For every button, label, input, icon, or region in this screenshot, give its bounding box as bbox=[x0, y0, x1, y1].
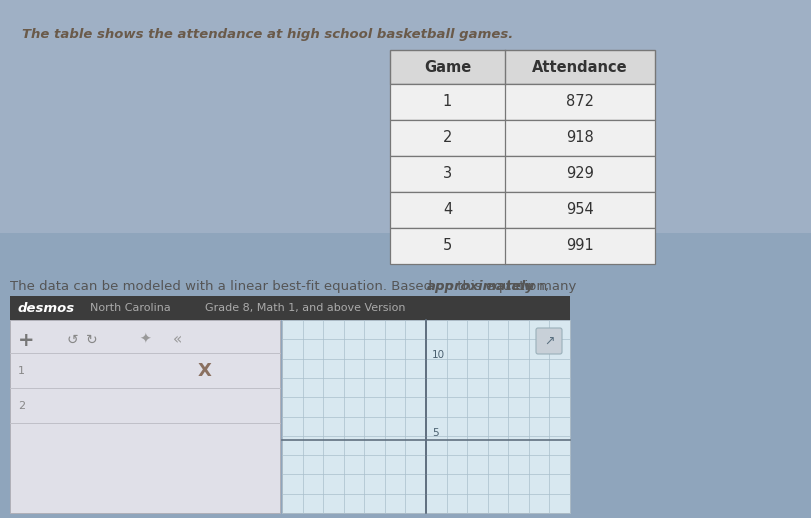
Text: The table shows the attendance at high school basketball games.: The table shows the attendance at high s… bbox=[22, 28, 513, 41]
Text: North Carolina: North Carolina bbox=[90, 303, 171, 313]
Text: 5: 5 bbox=[432, 428, 439, 438]
Text: Grade 8, Math 1, and above Version: Grade 8, Math 1, and above Version bbox=[205, 303, 406, 313]
Text: desmos: desmos bbox=[18, 301, 75, 314]
FancyBboxPatch shape bbox=[390, 120, 655, 156]
Text: 954: 954 bbox=[566, 203, 594, 218]
Text: 2: 2 bbox=[443, 131, 453, 146]
Text: approximately: approximately bbox=[427, 280, 535, 293]
Text: 4: 4 bbox=[443, 203, 452, 218]
FancyBboxPatch shape bbox=[10, 320, 280, 513]
FancyBboxPatch shape bbox=[390, 50, 655, 84]
FancyBboxPatch shape bbox=[0, 0, 811, 233]
Text: 1: 1 bbox=[18, 366, 25, 376]
Text: 10: 10 bbox=[432, 350, 445, 359]
Text: 991: 991 bbox=[566, 238, 594, 253]
Text: Attendance: Attendance bbox=[532, 60, 628, 75]
Text: 2: 2 bbox=[18, 401, 25, 411]
Text: X: X bbox=[198, 362, 212, 380]
FancyBboxPatch shape bbox=[10, 296, 570, 320]
FancyBboxPatch shape bbox=[282, 320, 570, 513]
FancyBboxPatch shape bbox=[536, 328, 562, 354]
Text: 5: 5 bbox=[443, 238, 452, 253]
Text: «: « bbox=[174, 333, 182, 348]
FancyBboxPatch shape bbox=[390, 228, 655, 264]
FancyBboxPatch shape bbox=[390, 192, 655, 228]
Text: ↺: ↺ bbox=[67, 333, 78, 347]
Text: The data can be modeled with a linear best-fit equation. Based on this equation,: The data can be modeled with a linear be… bbox=[10, 280, 553, 293]
FancyBboxPatch shape bbox=[390, 84, 655, 120]
Text: 918: 918 bbox=[566, 131, 594, 146]
Text: 3: 3 bbox=[443, 166, 452, 181]
Text: 929: 929 bbox=[566, 166, 594, 181]
Text: how many: how many bbox=[503, 280, 577, 293]
Text: ↻: ↻ bbox=[86, 333, 98, 347]
Text: ✦: ✦ bbox=[139, 333, 151, 347]
Text: 1: 1 bbox=[443, 94, 452, 109]
Text: ↗: ↗ bbox=[543, 335, 554, 348]
Text: +: + bbox=[18, 330, 34, 350]
Text: 872: 872 bbox=[566, 94, 594, 109]
Text: Game: Game bbox=[424, 60, 471, 75]
Text: attend Game 9 than Game 8?: attend Game 9 than Game 8? bbox=[10, 298, 208, 311]
FancyBboxPatch shape bbox=[390, 156, 655, 192]
